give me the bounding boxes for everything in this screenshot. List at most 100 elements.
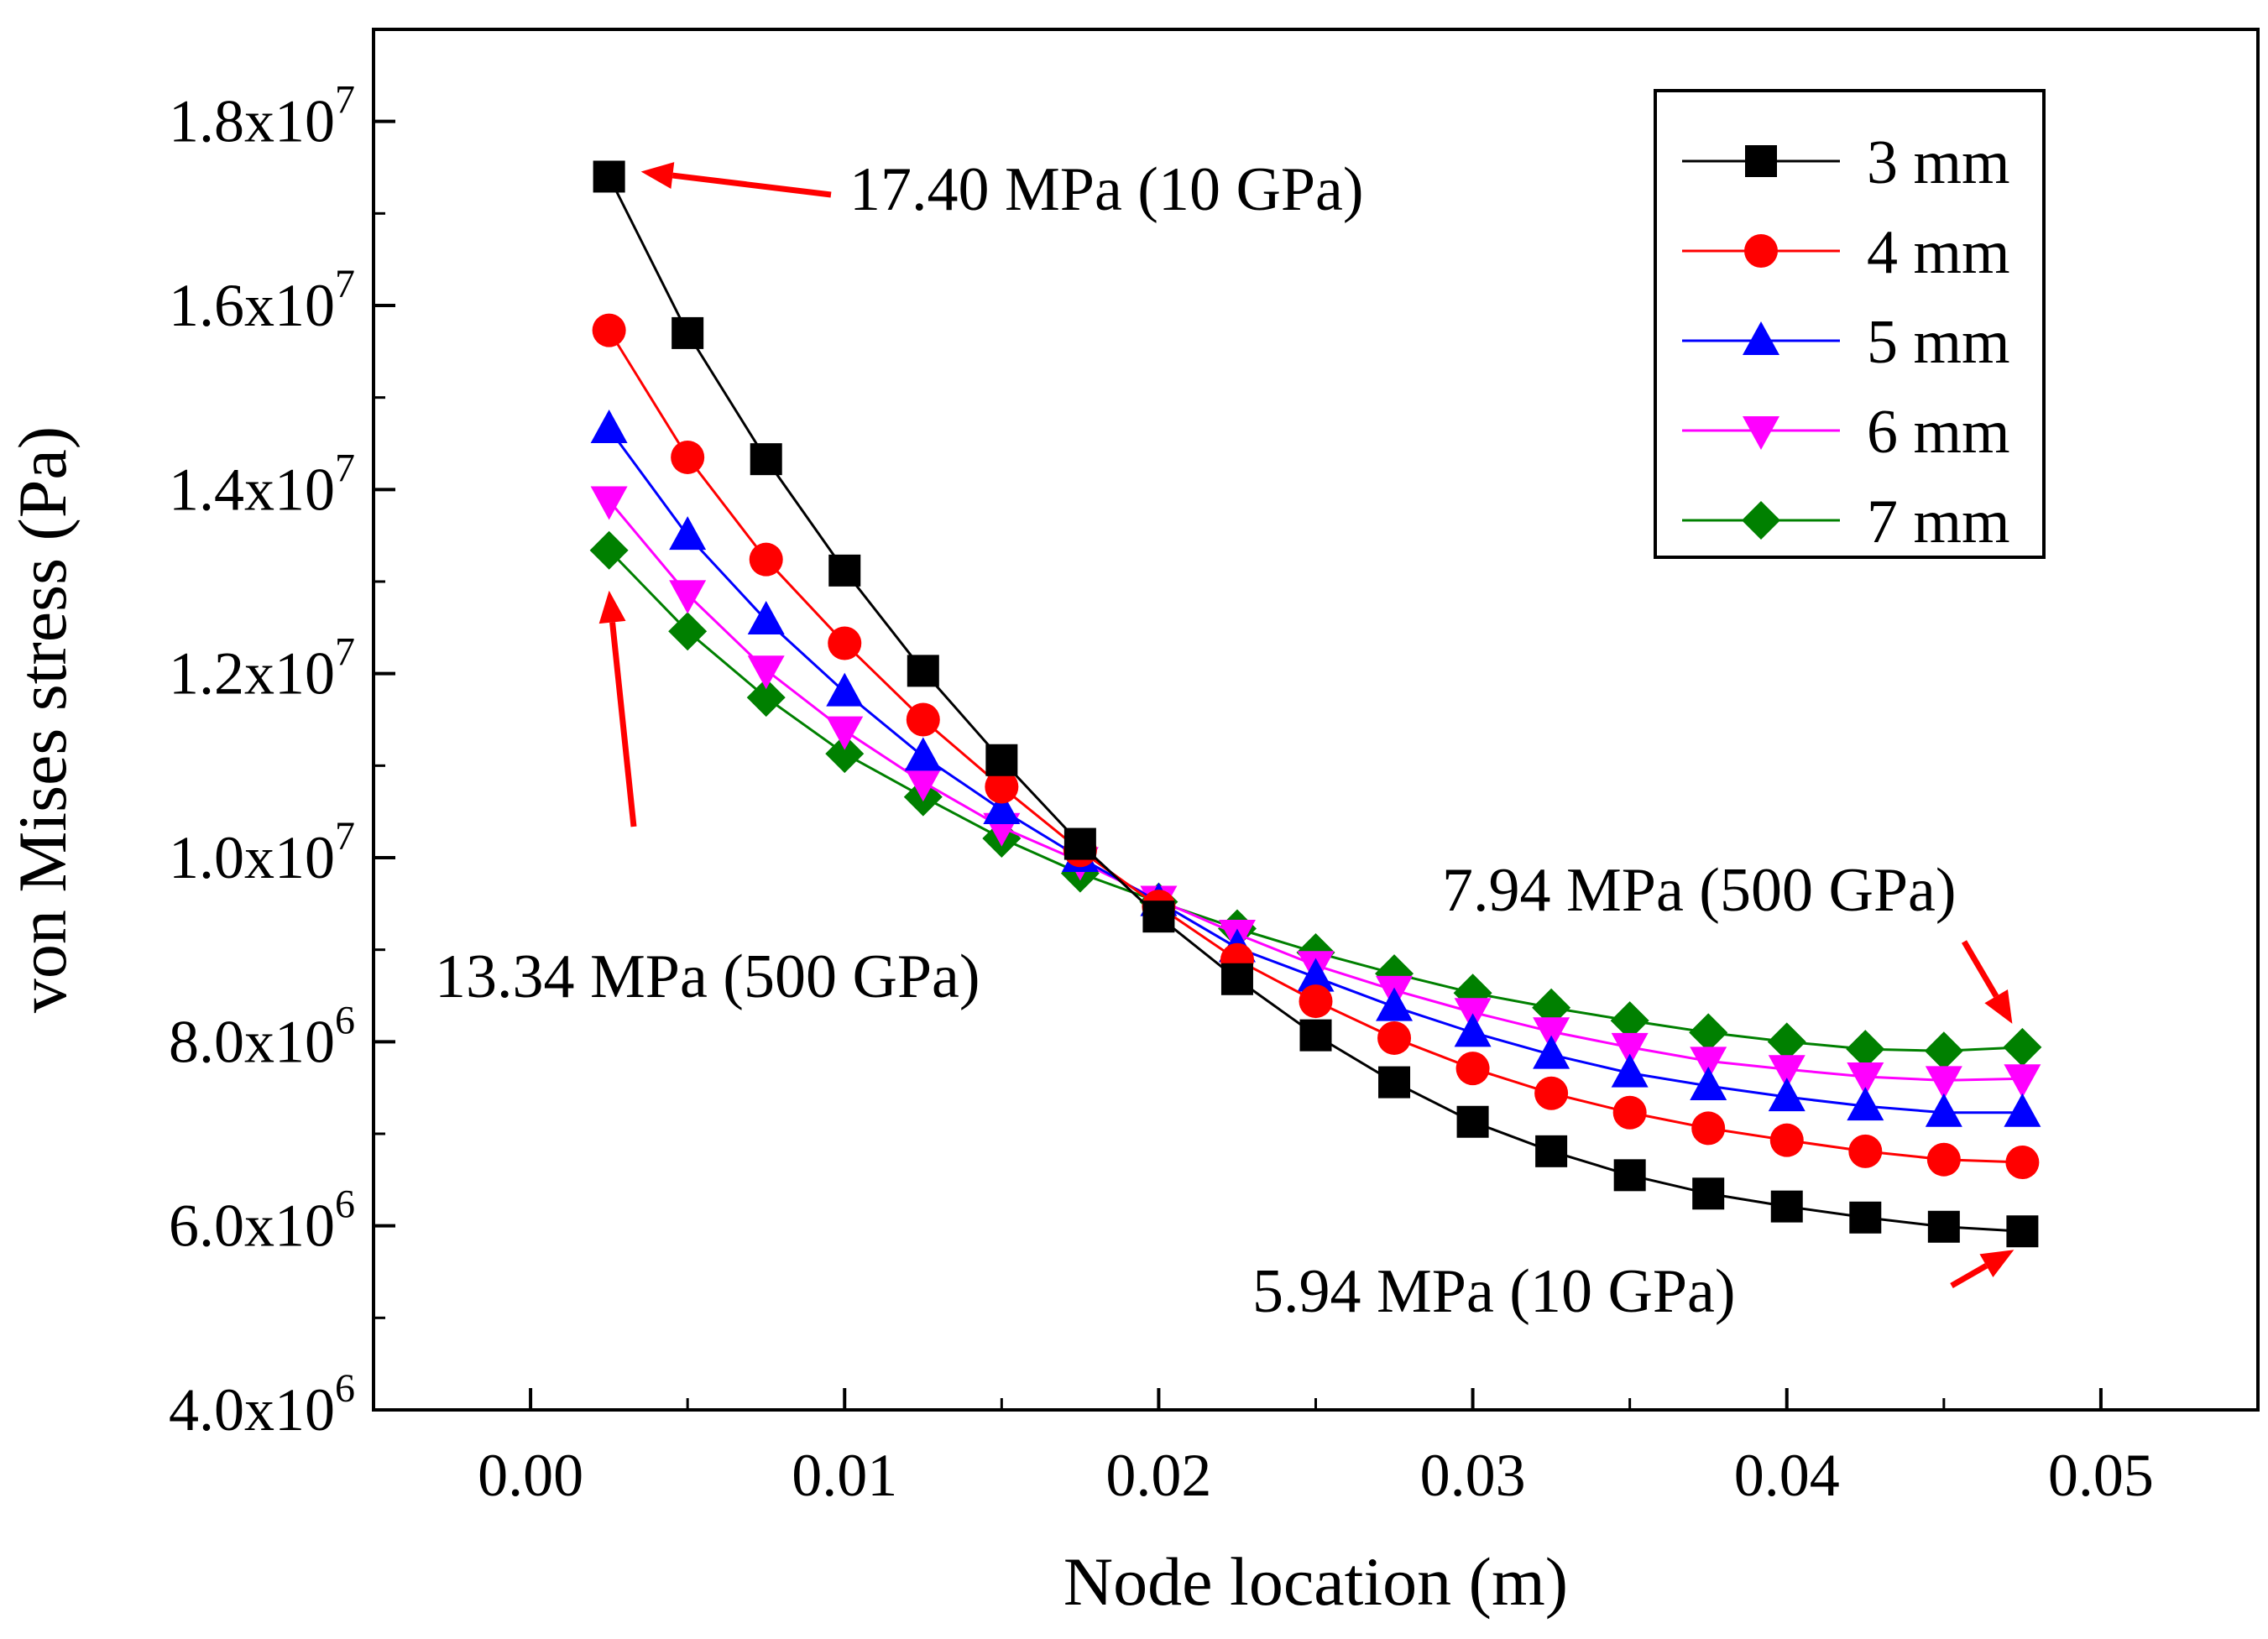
data-point bbox=[906, 702, 940, 737]
y-axis-title: von Mises stress (Pa) bbox=[4, 426, 81, 1013]
data-point bbox=[1849, 1201, 1882, 1234]
data-point bbox=[904, 737, 942, 771]
annotation-arrow bbox=[598, 590, 637, 827]
tick-labels: 0.00 0.01 0.02 0.03 0.04 0.05 4.0x106 6.0x106 8.… bbox=[169, 78, 2154, 1509]
y-tick-label: 8.0x106 bbox=[169, 998, 355, 1075]
data-point bbox=[828, 626, 862, 660]
data-point bbox=[1220, 963, 1253, 995]
legend-marker bbox=[1744, 234, 1778, 268]
data-point bbox=[1455, 1052, 1490, 1086]
data-point bbox=[826, 716, 864, 750]
y-tick-label: 1.0x107 bbox=[169, 814, 355, 891]
legend-item: 7 mm bbox=[1682, 488, 2010, 556]
legend-label: 6 mm bbox=[1867, 398, 2010, 467]
y-tick-exponent: 7 bbox=[335, 262, 355, 306]
data-point bbox=[1611, 1053, 1649, 1088]
series-4mm bbox=[592, 313, 2040, 1179]
data-point bbox=[904, 768, 942, 802]
annotation-min-10gpa: 5.94 MPa (10 GPa) bbox=[1252, 1257, 1736, 1326]
data-point bbox=[747, 601, 785, 635]
y-tick-exponent: 7 bbox=[335, 78, 355, 123]
y-tick-label: 4.0x106 bbox=[169, 1366, 355, 1443]
data-point bbox=[1846, 1030, 1885, 1069]
data-point bbox=[1534, 1076, 1569, 1110]
data-point bbox=[1925, 1093, 1962, 1127]
data-point bbox=[985, 744, 1018, 776]
data-point bbox=[1769, 1123, 1804, 1157]
y-tick-label: 1.2x107 bbox=[169, 630, 355, 707]
legend-marker bbox=[1745, 145, 1777, 177]
data-point bbox=[1063, 827, 1096, 860]
arrow-shaft bbox=[1961, 940, 1999, 998]
data-point bbox=[2005, 1145, 2040, 1179]
data-point bbox=[1924, 1031, 1963, 1071]
data-point bbox=[668, 612, 708, 651]
data-point bbox=[1456, 1105, 1489, 1138]
data-point bbox=[1770, 1190, 1803, 1223]
data-point bbox=[1532, 988, 1571, 1027]
data-point bbox=[1142, 900, 1175, 933]
x-tick-label: 0.00 bbox=[478, 1442, 583, 1509]
legend-label: 5 mm bbox=[1867, 308, 2010, 377]
data-point bbox=[2006, 1215, 2039, 1248]
data-point bbox=[828, 554, 861, 587]
arrow-head bbox=[1984, 989, 2013, 1024]
annotation-min-500gpa: 7.94 MPa (500 GPa) bbox=[1442, 856, 1957, 925]
y-tick-exponent: 7 bbox=[335, 446, 355, 490]
data-point bbox=[1690, 1047, 1727, 1081]
legend-item: 5 mm bbox=[1682, 308, 2010, 377]
data-point bbox=[1689, 1013, 1728, 1052]
legend-item: 6 mm bbox=[1682, 398, 2010, 467]
y-tick-exponent: 6 bbox=[335, 1182, 355, 1227]
arrow-shaft bbox=[1950, 1263, 1988, 1289]
data-point bbox=[589, 530, 629, 570]
data-point bbox=[749, 542, 783, 577]
x-axis-title: Node location (m) bbox=[1063, 1543, 1568, 1620]
y-tick-exponent: 6 bbox=[335, 998, 355, 1042]
data-point bbox=[1535, 1135, 1568, 1167]
x-tick-label: 0.02 bbox=[1105, 1442, 1211, 1509]
legend-label: 7 mm bbox=[1867, 488, 2010, 556]
data-point bbox=[1533, 1017, 1570, 1052]
data-point bbox=[593, 160, 625, 193]
data-point bbox=[1378, 1066, 1411, 1099]
x-tick-label: 0.04 bbox=[1734, 1442, 1840, 1509]
data-point bbox=[2004, 1093, 2041, 1127]
legend-label: 3 mm bbox=[1867, 128, 2010, 197]
data-point bbox=[825, 734, 865, 774]
x-tick-label: 0.03 bbox=[1420, 1442, 1526, 1509]
annotation-arrow bbox=[640, 162, 832, 198]
data-point bbox=[669, 516, 707, 551]
y-tick-exponent: 7 bbox=[335, 630, 355, 675]
x-tick-label: 0.05 bbox=[2048, 1442, 2154, 1509]
y-tick-label: 1.8x107 bbox=[169, 78, 355, 155]
data-point bbox=[1611, 1032, 1649, 1067]
legend-item: 3 mm bbox=[1682, 128, 2010, 197]
annotation-arrow bbox=[1961, 940, 2013, 1024]
data-point bbox=[1692, 1177, 1725, 1210]
data-point bbox=[1299, 1019, 1332, 1052]
data-point bbox=[1847, 1087, 1884, 1121]
data-point bbox=[1767, 1022, 1806, 1062]
data-point bbox=[671, 440, 705, 474]
y-tick-label: 1.6x107 bbox=[169, 262, 355, 339]
arrow-head bbox=[598, 590, 626, 624]
data-point bbox=[592, 313, 626, 347]
data-point bbox=[750, 443, 782, 476]
annotations: 17.40 MPa (10 GPa) 13.34 MPa (500 GPa) 7… bbox=[435, 155, 2015, 1326]
legend-marker bbox=[1742, 501, 1780, 540]
data-point bbox=[747, 655, 785, 690]
data-point bbox=[1848, 1134, 1883, 1168]
y-tick-exponent: 6 bbox=[335, 1366, 355, 1411]
data-point bbox=[1613, 1159, 1646, 1192]
data-point bbox=[2003, 1027, 2042, 1067]
arrow-shaft bbox=[672, 172, 832, 198]
data-point bbox=[1454, 1013, 1492, 1047]
legend: 3 mm 4 mm 5 mm 6 mm 7 mm bbox=[1654, 89, 2046, 559]
data-point bbox=[746, 678, 786, 718]
data-point bbox=[669, 580, 707, 614]
data-point bbox=[826, 672, 864, 707]
data-point bbox=[590, 409, 628, 443]
data-point bbox=[1610, 1001, 1649, 1041]
